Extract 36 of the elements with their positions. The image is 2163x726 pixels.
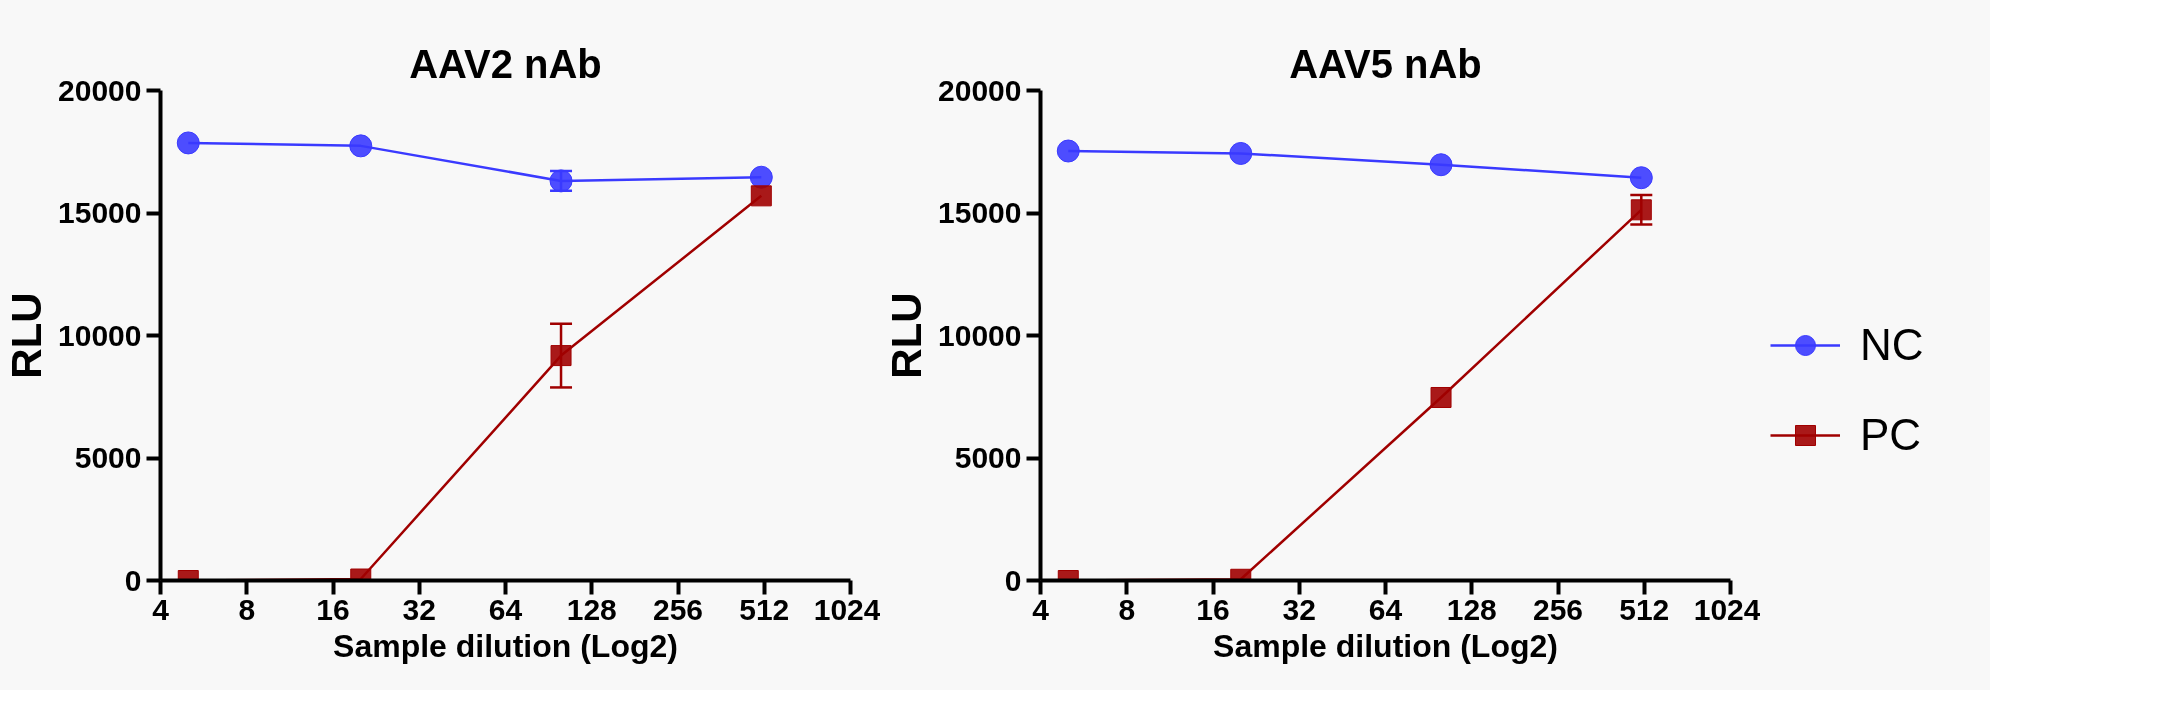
- chart-title: AAV2 nAb: [409, 41, 602, 86]
- y-tick-label: 0: [124, 563, 142, 597]
- y-axis-title: RLU: [3, 292, 51, 379]
- y-tick-label: 15000: [58, 196, 142, 229]
- x-tick-label: 512: [1619, 592, 1670, 626]
- y-tick-label: 20000: [58, 73, 142, 107]
- legend-label: PC: [1860, 410, 1922, 460]
- y-axis-title: RLU: [883, 292, 931, 379]
- x-tick-label: 256: [652, 592, 704, 626]
- y-tick-label: 20000: [938, 73, 1022, 107]
- y-tick-label: 10000: [58, 318, 142, 352]
- x-tick-label: 16: [1196, 592, 1230, 626]
- y-tick-label: 10000: [938, 318, 1022, 352]
- legend-label: NC: [1860, 320, 1924, 370]
- x-tick-label: 1024: [813, 592, 881, 626]
- y-tick-label: 15000: [938, 196, 1022, 229]
- x-tick-label: 4: [152, 592, 170, 626]
- x-tick-label: 1024: [1693, 592, 1761, 626]
- chart-title: AAV5 nAb: [1289, 41, 1482, 86]
- x-tick-label: 64: [1368, 592, 1403, 626]
- x-tick-label: 256: [1532, 592, 1584, 626]
- x-tick-label: 8: [238, 592, 256, 626]
- x-tick-label: 128: [1446, 592, 1497, 626]
- x-tick-label: 16: [316, 592, 350, 626]
- x-tick-label: 32: [1282, 592, 1316, 626]
- x-tick-label: 128: [566, 592, 617, 626]
- x-tick-label: 4: [1032, 592, 1050, 626]
- x-tick-label: 512: [739, 592, 790, 626]
- y-tick-label: 5000: [74, 441, 142, 474]
- x-tick-label: 64: [488, 592, 523, 626]
- y-tick-label: 0: [1004, 563, 1022, 597]
- x-axis-title: Sample dilution (Log2): [333, 627, 678, 664]
- x-tick-label: 8: [1118, 592, 1136, 626]
- x-tick-label: 32: [402, 592, 436, 626]
- y-tick-label: 5000: [954, 441, 1022, 474]
- x-axis-title: Sample dilution (Log2): [1213, 627, 1558, 664]
